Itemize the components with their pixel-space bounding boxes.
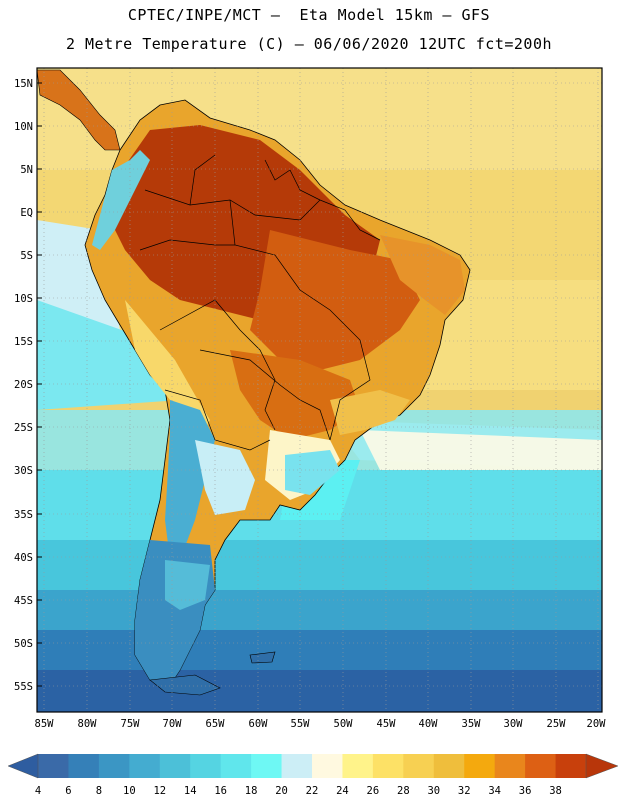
lon-label: 80W — [78, 718, 98, 730]
lat-label: 35S — [14, 509, 33, 521]
lat-label: EQ — [20, 207, 33, 219]
land-southeast-brazil — [330, 390, 410, 435]
lat-label: 25S — [14, 422, 33, 434]
color-legend-tick-label: 30 — [427, 785, 440, 797]
color-legend-swatch — [525, 754, 557, 778]
color-legend-tick-label: 28 — [397, 785, 410, 797]
color-legend-swatch — [494, 754, 526, 778]
color-legend-swatch — [98, 754, 130, 778]
land-andes-north — [92, 150, 150, 250]
color-legend-swatch — [251, 754, 283, 778]
lat-label: 15N — [14, 78, 33, 90]
lat-label: 5S — [20, 250, 33, 262]
lon-label: 85W — [35, 718, 55, 730]
lat-label: 40S — [14, 552, 33, 564]
lat-label: 55S — [14, 681, 33, 693]
ocean-pacific-cold — [37, 300, 180, 410]
temperature-map: 15N 10N 5N EQ 5S 10S 15S 20S 25S 30S 35S… — [14, 67, 607, 730]
color-legend-swatch — [312, 754, 343, 778]
color-legend-swatch — [403, 754, 435, 778]
lat-label: 20S — [14, 379, 33, 391]
ocean-band-deep-south — [37, 670, 602, 712]
lat-label: 50S — [14, 638, 33, 650]
lat-label: 10S — [14, 293, 33, 305]
lon-label: 50W — [334, 718, 354, 730]
lat-label: 45S — [14, 595, 33, 607]
lon-label: 20W — [587, 718, 607, 730]
lon-label: 40W — [419, 718, 439, 730]
land-falklands — [249, 651, 276, 664]
lon-label: 60W — [249, 718, 269, 730]
lon-label: 75W — [121, 718, 141, 730]
lat-label: 5N — [20, 164, 33, 176]
color-legend-swatch — [433, 754, 465, 778]
lon-label: 25W — [547, 718, 567, 730]
longitude-labels: 85W 80W 75W 70W 65W 60W 55W 50W 45W 40W … — [35, 718, 607, 730]
color-legend-tick-label: 24 — [336, 785, 349, 797]
color-legend-tick-label: 6 — [65, 785, 71, 797]
color-legend-tick-label: 10 — [123, 785, 136, 797]
ocean-band-south-1 — [37, 590, 602, 630]
color-legend-tick-label: 12 — [153, 785, 166, 797]
color-legend-swatch — [159, 754, 191, 778]
color-legend-tick-label: 4 — [35, 785, 41, 797]
latitude-labels: 15N 10N 5N EQ 5S 10S 15S 20S 25S 30S 35S… — [14, 78, 33, 693]
land-andes-central-slope — [125, 300, 210, 440]
map-field — [37, 68, 602, 712]
color-legend-tick-label: 14 — [184, 785, 197, 797]
lat-label: 15S — [14, 336, 33, 348]
lon-label: 35W — [462, 718, 482, 730]
color-legend-swatch — [190, 754, 222, 778]
graticule — [37, 68, 602, 712]
ocean-atlantic-warm-tongue — [360, 430, 602, 470]
land-patagonia-north — [165, 560, 210, 610]
color-legend-tick-label: 38 — [549, 785, 562, 797]
color-legend-tick-label: 20 — [275, 785, 288, 797]
color-legend-tick-label: 36 — [519, 785, 532, 797]
color-legend-tick-label: 32 — [458, 785, 471, 797]
map-title-line-2: 2 Metre Temperature (C) – 06/06/2020 12U… — [65, 35, 553, 53]
country-borders — [139, 154, 381, 451]
color-legend-tick-label: 8 — [96, 785, 102, 797]
land-pampas-mild — [195, 440, 255, 515]
land-andes-south-cold — [165, 400, 215, 560]
lon-label: 65W — [206, 718, 226, 730]
color-legend-tick-label: 16 — [214, 785, 227, 797]
land-central-america — [37, 69, 121, 151]
color-legend-swatch — [38, 754, 69, 778]
lat-label: 10N — [14, 121, 33, 133]
land-uruguay-cool — [285, 450, 340, 495]
map-title-line-1: CPTEC/INPE/MCT – Eta Model 15km – GFS — [127, 6, 491, 24]
color-legend-swatch — [281, 754, 313, 778]
color-legend-swatch — [464, 754, 496, 778]
ocean-band-midlat-2 — [37, 540, 602, 590]
lon-label: 70W — [163, 718, 183, 730]
color-legend-tick-label: 22 — [306, 785, 319, 797]
map-frame — [36, 67, 603, 713]
land-chaco-warm — [230, 350, 360, 440]
color-legend-swatch — [129, 754, 161, 778]
color-legend-swatch — [220, 754, 252, 778]
land-tierra-del-fuego — [149, 674, 221, 696]
color-legend-swatch — [342, 754, 374, 778]
color-legend-low-arrow — [7, 753, 39, 779]
color-legend-high-arrow — [585, 753, 618, 779]
ocean-band-south-2 — [37, 630, 602, 670]
axis-ticks — [37, 82, 42, 687]
color-legend: 4 6 8 10 12 14 16 18 20 22 24 26 28 30 32 34 36 38 — [7, 753, 618, 797]
color-legend-tick-label: 34 — [488, 785, 501, 797]
color-legend-tick-label: 26 — [367, 785, 380, 797]
lon-label: 55W — [291, 718, 311, 730]
color-legend-swatch — [68, 754, 100, 778]
lon-label: 30W — [504, 718, 524, 730]
lon-label: 45W — [377, 718, 397, 730]
color-legend-swatches — [38, 754, 587, 778]
land-brazil-central-warm — [250, 230, 420, 370]
color-legend-swatch — [372, 754, 404, 778]
color-legend-labels: 4 6 8 10 12 14 16 18 20 22 24 26 28 30 32 34 36 38 — [35, 785, 562, 797]
lat-label: 30S — [14, 465, 33, 477]
color-legend-swatch — [555, 754, 587, 778]
color-legend-tick-label: 18 — [245, 785, 258, 797]
